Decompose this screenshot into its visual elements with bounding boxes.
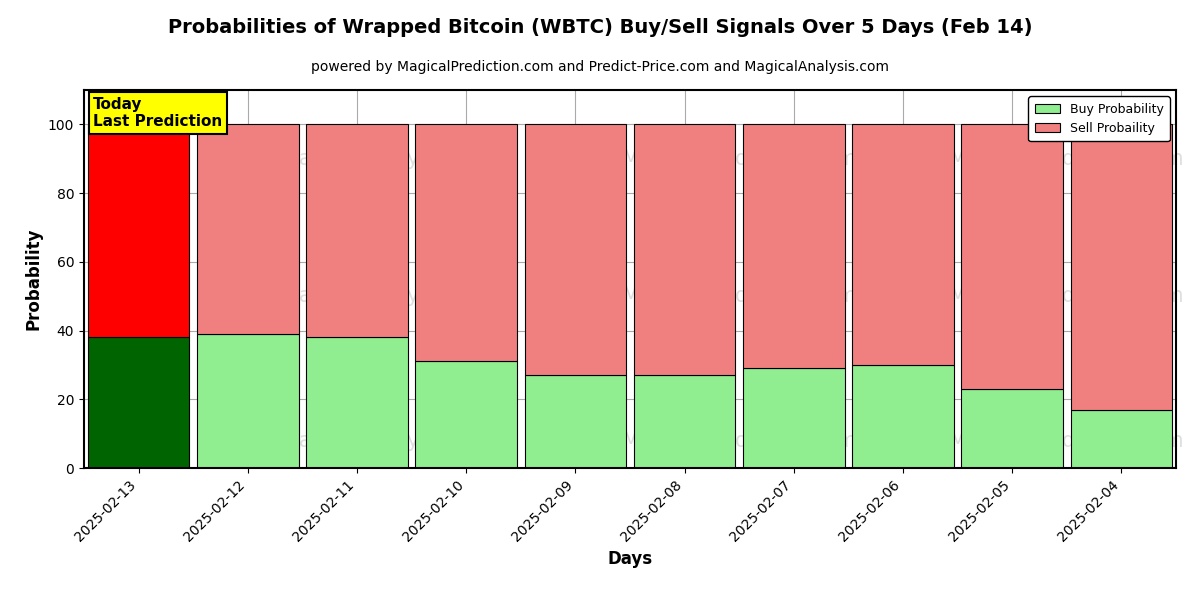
- Bar: [961, 124, 1063, 389]
- Text: MagicalAnalysis.com: MagicalAnalysis.com: [281, 149, 498, 169]
- Bar: [634, 124, 736, 375]
- Text: MagicalPrediction.com: MagicalPrediction.com: [622, 431, 857, 451]
- Bar: [306, 337, 408, 468]
- Text: MagicalAnalysis.com: MagicalAnalysis.com: [281, 431, 498, 451]
- Bar: [88, 337, 190, 468]
- Bar: [743, 124, 845, 368]
- Text: MagicalPrediction.com: MagicalPrediction.com: [949, 431, 1184, 451]
- Bar: [743, 368, 845, 468]
- Bar: [197, 334, 299, 468]
- Bar: [415, 361, 517, 468]
- Bar: [524, 124, 626, 375]
- Bar: [88, 124, 190, 337]
- Bar: [852, 365, 954, 468]
- Y-axis label: Probability: Probability: [24, 228, 42, 330]
- Legend: Buy Probability, Sell Probaility: Buy Probability, Sell Probaility: [1028, 96, 1170, 141]
- Text: MagicalPrediction.com: MagicalPrediction.com: [949, 286, 1184, 306]
- Bar: [961, 389, 1063, 468]
- Text: powered by MagicalPrediction.com and Predict-Price.com and MagicalAnalysis.com: powered by MagicalPrediction.com and Pre…: [311, 60, 889, 74]
- X-axis label: Days: Days: [607, 550, 653, 568]
- Bar: [524, 375, 626, 468]
- Bar: [1070, 410, 1172, 468]
- Text: Today
Last Prediction: Today Last Prediction: [94, 97, 222, 129]
- Bar: [634, 375, 736, 468]
- Bar: [306, 124, 408, 337]
- Bar: [415, 124, 517, 361]
- Text: Probabilities of Wrapped Bitcoin (WBTC) Buy/Sell Signals Over 5 Days (Feb 14): Probabilities of Wrapped Bitcoin (WBTC) …: [168, 18, 1032, 37]
- Text: MagicalPrediction.com: MagicalPrediction.com: [622, 286, 857, 306]
- Text: MagicalAnalysis.com: MagicalAnalysis.com: [281, 286, 498, 306]
- Bar: [852, 124, 954, 365]
- Text: MagicalPrediction.com: MagicalPrediction.com: [949, 149, 1184, 169]
- Text: MagicalPrediction.com: MagicalPrediction.com: [622, 149, 857, 169]
- Bar: [197, 124, 299, 334]
- Bar: [1070, 124, 1172, 410]
